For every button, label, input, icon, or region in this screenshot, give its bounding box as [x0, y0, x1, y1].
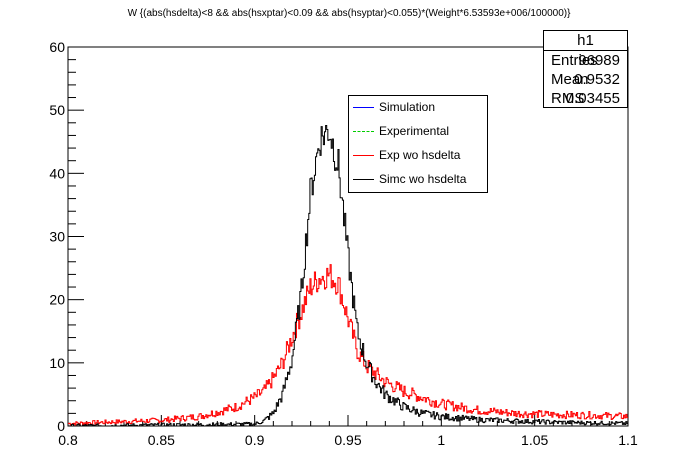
y-tick-label: 20 [49, 292, 65, 308]
legend-label: Exp wo hsdelta [379, 148, 461, 162]
legend-label: Simulation [379, 100, 436, 114]
stats-label: Entries [551, 52, 598, 69]
stats-box-name: h1 [544, 31, 627, 51]
x-tick-label: 1.05 [521, 432, 548, 448]
x-tick-label: 1 [437, 432, 445, 448]
legend-item-simc-wo-hsdelta: Simc wo hsdelta [349, 168, 489, 192]
y-tick-label: 30 [49, 229, 65, 245]
y-tick-label: 10 [49, 355, 65, 371]
legend-swatch [353, 179, 374, 180]
stats-value: 0.9532 [574, 71, 620, 88]
stats-box: h1 Entries 96989 Mean 0.9532 RMS 0.03455 [543, 30, 628, 108]
y-tick-label: 50 [49, 102, 65, 118]
x-tick-label: 0.85 [148, 432, 175, 448]
x-tick-label: 1.1 [618, 432, 638, 448]
x-tick-label: 0.9 [245, 432, 265, 448]
stats-value: 96989 [578, 52, 620, 69]
stats-row-entries: Entries 96989 [544, 51, 627, 70]
chart-title: W {(abs(hsdelta)<8 && abs(hsxptar)<0.09 … [127, 8, 571, 19]
legend-swatch [353, 107, 374, 108]
y-tick-label: 40 [49, 165, 65, 181]
x-tick-label: 0.95 [334, 432, 361, 448]
legend-item-experimental: Experimental [349, 120, 489, 144]
stats-label: Mean [551, 71, 589, 88]
y-tick-label: 60 [49, 39, 65, 55]
legend-label: Experimental [379, 124, 450, 138]
stats-value: 0.03455 [565, 90, 620, 107]
series-line [68, 125, 628, 427]
legend-item-exp-wo-hsdelta: Exp wo hsdelta [349, 144, 489, 168]
x-tick-label: 0.8 [58, 432, 78, 448]
legend-swatch [353, 131, 374, 132]
legend-item-simulation: Simulation [349, 96, 489, 120]
series-line [68, 264, 628, 426]
y-tick-label: 0 [57, 418, 65, 434]
legend-label: Simc wo hsdelta [379, 172, 467, 186]
legend: Simulation Experimental Exp wo hsdelta S… [348, 95, 488, 193]
stats-row-mean: Mean 0.9532 [544, 70, 627, 89]
stats-label: RMS [551, 90, 585, 107]
legend-swatch [353, 155, 374, 156]
stats-row-rms: RMS 0.03455 [544, 89, 627, 108]
